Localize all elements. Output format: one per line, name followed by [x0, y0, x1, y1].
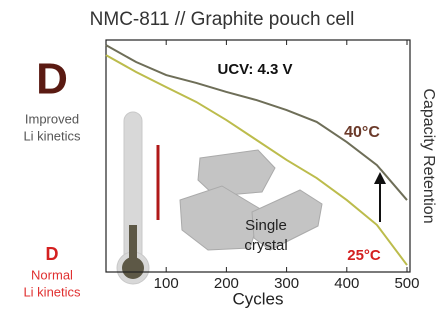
- x-tick-label: 500: [394, 275, 419, 292]
- particles: [180, 150, 322, 250]
- figure: NMC-811 // Graphite pouch cell D Improve…: [0, 0, 438, 311]
- thermometer: [117, 112, 149, 284]
- annotation: crystal: [244, 237, 287, 254]
- x-tick-label: 100: [154, 275, 179, 292]
- page: {"chart_data": { "type": "line", "title"…: [0, 0, 438, 311]
- normal-text: Normal: [31, 267, 73, 282]
- series-label: 40°C: [344, 124, 380, 141]
- y-axis-label: Capacity Retention: [420, 88, 437, 223]
- x-tick-label: 400: [334, 275, 359, 292]
- improved-symbol: D: [36, 55, 68, 104]
- improved-text: Improved: [25, 111, 79, 126]
- improved-text: Li kinetics: [23, 128, 81, 143]
- x-axis-label: Cycles: [232, 289, 283, 308]
- normal-text: Li kinetics: [23, 284, 81, 299]
- normal-symbol: D: [46, 244, 59, 264]
- annotation: Single: [245, 217, 287, 234]
- annotation: UCV: 4.3 V: [217, 61, 292, 78]
- chart-title: NMC-811 // Graphite pouch cell: [90, 9, 355, 30]
- series-label: 25°C: [347, 247, 381, 264]
